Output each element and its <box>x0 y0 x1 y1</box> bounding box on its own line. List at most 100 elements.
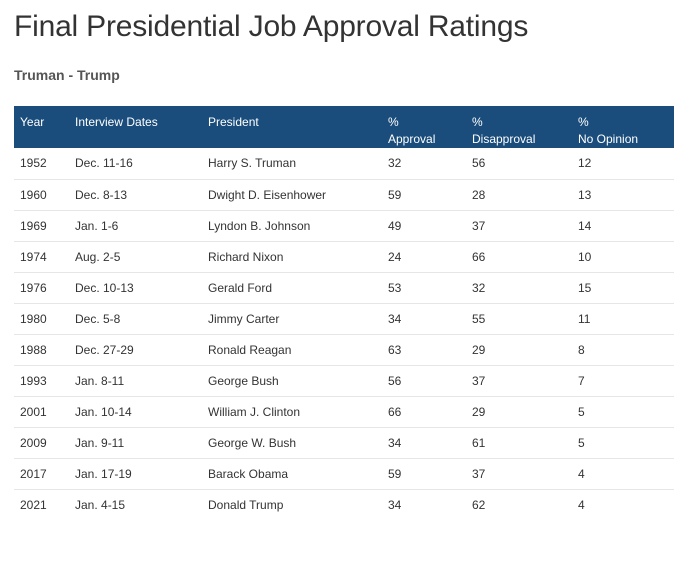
cell-dates: Dec. 11-16 <box>69 148 202 180</box>
cell-disapproval: 62 <box>472 497 486 512</box>
cell-president: Harry S. Truman <box>202 148 382 180</box>
cell-disapproval: 61 <box>466 427 572 459</box>
table-row: 1952 Dec. 11-16 Harry S. Truman 32 56 12 <box>14 148 674 180</box>
percent-sign: % <box>388 115 399 129</box>
cell-president: Lyndon B. Johnson <box>202 210 382 242</box>
cell-year: 2001 <box>14 396 69 428</box>
cell-approval: 53 <box>382 272 466 304</box>
cell-disapproval: 66 <box>466 241 572 273</box>
cell-dates: Dec. 8-13 <box>69 179 202 211</box>
table-row: 1976 Dec. 10-13 Gerald Ford 53 32 15 <box>14 272 674 304</box>
cell-approval: 32 <box>382 148 466 180</box>
cell-disapproval: 28 <box>466 179 572 211</box>
column-label: Approval <box>388 132 436 146</box>
table-row: 1969 Jan. 1-6 Lyndon B. Johnson 49 37 14 <box>14 210 674 242</box>
column-header-year: Year <box>20 115 45 129</box>
cell-no-opinion: 4 <box>572 458 674 490</box>
table-row: 2001 Jan. 10-14 William J. Clinton 66 29… <box>14 396 674 428</box>
column-label: Disapproval <box>472 132 536 146</box>
cell-president: Ronald Reagan <box>202 334 382 366</box>
cell-dates: Jan. 4-15 <box>75 497 126 512</box>
page-subtitle: Truman - Trump <box>14 67 120 83</box>
table-row: 2009 Jan. 9-11 George W. Bush 34 61 5 <box>14 427 674 459</box>
cell-approval: 56 <box>382 365 466 397</box>
cell-president: Donald Trump <box>208 497 284 512</box>
table-header-row: Year Interview Dates President % Approva… <box>14 106 674 148</box>
cell-disapproval: 32 <box>466 272 572 304</box>
cell-president: George W. Bush <box>202 427 382 459</box>
table-row: 2021 Jan. 4-15 Donald Trump 34 62 4 <box>14 489 674 520</box>
cell-year: 1969 <box>14 210 69 242</box>
cell-no-opinion: 11 <box>572 303 674 335</box>
column-header-no-opinion: % No Opinion <box>572 106 674 148</box>
column-header-dates: Interview Dates <box>75 115 158 129</box>
percent-sign: % <box>578 115 589 129</box>
cell-no-opinion: 12 <box>572 148 674 180</box>
table-row: 1988 Dec. 27-29 Ronald Reagan 63 29 8 <box>14 334 674 366</box>
cell-president: Dwight D. Eisenhower <box>202 179 382 211</box>
cell-no-opinion: 10 <box>572 241 674 273</box>
cell-dates: Aug. 2-5 <box>69 241 202 273</box>
cell-approval: 63 <box>382 334 466 366</box>
cell-disapproval: 37 <box>466 210 572 242</box>
cell-approval: 66 <box>382 396 466 428</box>
cell-president: Barack Obama <box>202 458 382 490</box>
cell-year: 2009 <box>14 427 69 459</box>
table-row: 2017 Jan. 17-19 Barack Obama 59 37 4 <box>14 458 674 490</box>
cell-disapproval: 29 <box>466 396 572 428</box>
cell-disapproval: 37 <box>466 458 572 490</box>
approval-table: Year Interview Dates President % Approva… <box>14 106 674 520</box>
page-content: Final Presidential Job Approval Ratings … <box>14 0 674 84</box>
cell-year: 1974 <box>14 241 69 273</box>
cell-no-opinion: 7 <box>572 365 674 397</box>
cell-president: Jimmy Carter <box>202 303 382 335</box>
cell-year: 1980 <box>14 303 69 335</box>
cell-year: 1993 <box>14 365 69 397</box>
cell-no-opinion: 13 <box>572 179 674 211</box>
cell-disapproval: 37 <box>466 365 572 397</box>
column-header-president: President <box>208 115 259 129</box>
cell-year: 2021 <box>20 497 47 512</box>
page-title: Final Presidential Job Approval Ratings <box>14 10 529 43</box>
cell-year: 1952 <box>14 148 69 180</box>
cell-dates: Dec. 27-29 <box>69 334 202 366</box>
cell-no-opinion: 5 <box>572 396 674 428</box>
cell-approval: 34 <box>382 427 466 459</box>
column-header-approval: % Approval <box>382 106 466 148</box>
cell-no-opinion: 15 <box>572 272 674 304</box>
cell-president: Richard Nixon <box>202 241 382 273</box>
cell-year: 1988 <box>14 334 69 366</box>
table-row: 1974 Aug. 2-5 Richard Nixon 24 66 10 <box>14 241 674 273</box>
cell-no-opinion: 8 <box>572 334 674 366</box>
table-row: 1993 Jan. 8-11 George Bush 56 37 7 <box>14 365 674 397</box>
percent-sign: % <box>472 115 483 129</box>
cell-dates: Jan. 9-11 <box>69 427 202 459</box>
cell-dates: Jan. 8-11 <box>69 365 202 397</box>
cell-no-opinion: 5 <box>572 427 674 459</box>
table-row: 1980 Dec. 5-8 Jimmy Carter 34 55 11 <box>14 303 674 335</box>
table-row: 1960 Dec. 8-13 Dwight D. Eisenhower 59 2… <box>14 179 674 211</box>
cell-approval: 34 <box>382 303 466 335</box>
cell-approval: 34 <box>388 497 402 512</box>
cell-approval: 24 <box>382 241 466 273</box>
cell-disapproval: 56 <box>466 148 572 180</box>
cell-approval: 59 <box>382 458 466 490</box>
cell-year: 1976 <box>14 272 69 304</box>
cell-president: William J. Clinton <box>202 396 382 428</box>
cell-dates: Jan. 17-19 <box>69 458 202 490</box>
cell-president: Gerald Ford <box>202 272 382 304</box>
cell-disapproval: 29 <box>466 334 572 366</box>
cell-dates: Dec. 10-13 <box>69 272 202 304</box>
column-header-disapproval: % Disapproval <box>466 106 572 148</box>
cell-dates: Dec. 5-8 <box>69 303 202 335</box>
cell-disapproval: 55 <box>466 303 572 335</box>
cell-no-opinion: 14 <box>572 210 674 242</box>
cell-approval: 59 <box>382 179 466 211</box>
cell-president: George Bush <box>202 365 382 397</box>
cell-year: 2017 <box>14 458 69 490</box>
cell-dates: Jan. 1-6 <box>69 210 202 242</box>
cell-dates: Jan. 10-14 <box>69 396 202 428</box>
cell-year: 1960 <box>14 179 69 211</box>
cell-no-opinion: 4 <box>578 497 585 512</box>
column-label: No Opinion <box>578 132 639 146</box>
